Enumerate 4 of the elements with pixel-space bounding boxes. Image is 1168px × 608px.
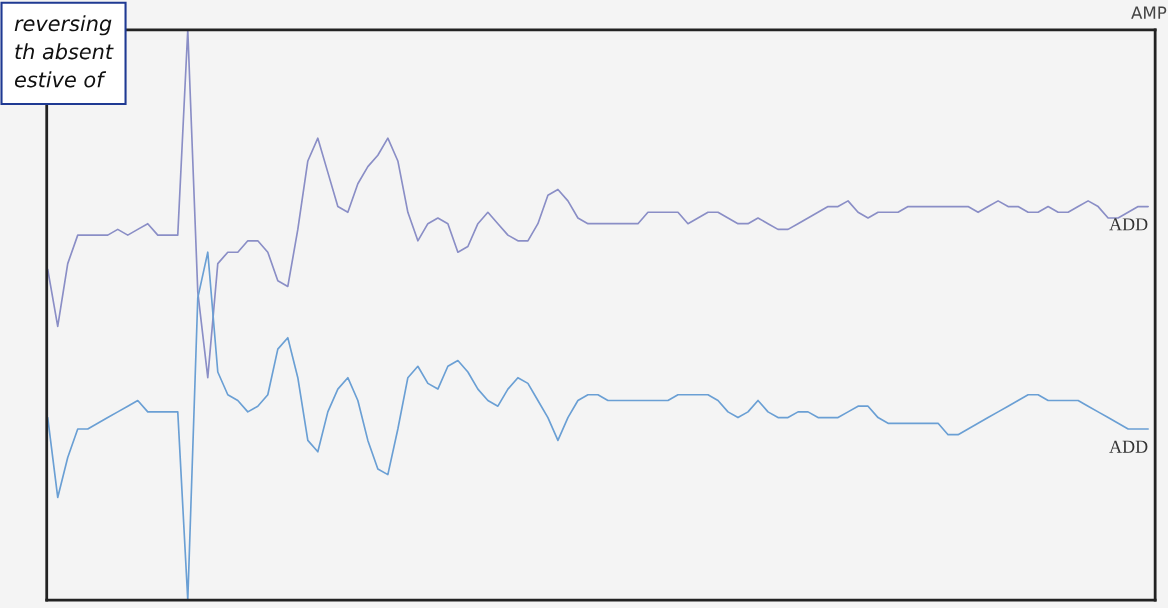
annotation: reversing th absent estive of	[14, 15, 114, 88]
chart-title: AMP	[1131, 6, 1167, 19]
series-label: ADD	[1109, 218, 1148, 231]
series-label: ADD	[1109, 440, 1148, 453]
